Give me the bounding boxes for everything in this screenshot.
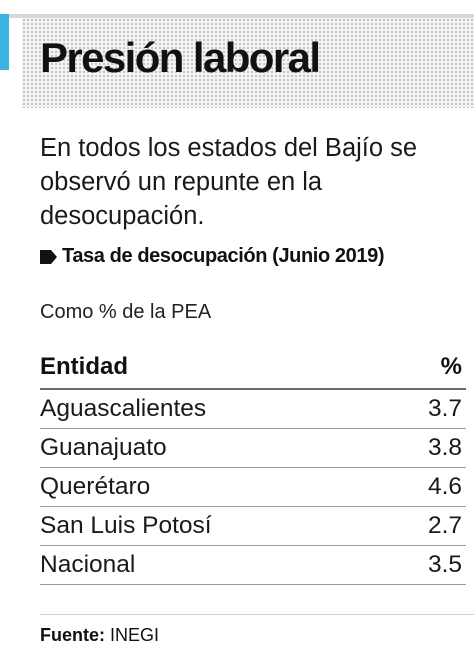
column-header-entity: Entidad xyxy=(40,349,389,390)
table-row: Aguascalientes 3.7 xyxy=(40,389,466,429)
entity-cell: Aguascalientes xyxy=(40,389,389,429)
column-header-value: % xyxy=(388,349,466,390)
dotted-header-band xyxy=(22,18,474,108)
source-value: INEGI xyxy=(110,625,160,645)
top-rule xyxy=(0,14,474,18)
tag-arrow-icon xyxy=(40,249,57,264)
table-row: Nacional 3.5 xyxy=(40,545,466,585)
table-row: Querétaro 4.6 xyxy=(40,467,466,507)
table-row: Guanajuato 3.8 xyxy=(40,428,466,468)
value-cell: 3.7 xyxy=(388,389,466,429)
table-title: Tasa de desocupación (Junio 2019) xyxy=(62,245,385,267)
source-label: Fuente: xyxy=(40,625,105,645)
table-header-row: Entidad % xyxy=(40,349,466,390)
value-cell: 3.5 xyxy=(388,545,466,585)
value-cell: 4.6 xyxy=(388,467,466,507)
table-title-row: Tasa de desocupación (Junio 2019) xyxy=(40,245,384,268)
entity-cell: Nacional xyxy=(40,545,389,585)
accent-bar xyxy=(0,14,9,70)
entity-cell: Querétaro xyxy=(40,467,389,507)
entity-cell: San Luis Potosí xyxy=(40,506,389,546)
data-table: Entidad % Aguascalientes 3.7 Guanajuato … xyxy=(40,349,466,585)
table-row: San Luis Potosí 2.7 xyxy=(40,506,466,546)
subtitle: En todos los estados del Bajío se observ… xyxy=(40,134,418,230)
value-cell: 2.7 xyxy=(388,506,466,546)
source-line: Fuente: INEGI xyxy=(40,614,474,646)
unit-note: Como % de la PEA xyxy=(40,301,212,323)
entity-cell: Guanajuato xyxy=(40,428,389,468)
page-title: Presión laboral xyxy=(40,34,321,81)
value-cell: 3.8 xyxy=(388,428,466,468)
